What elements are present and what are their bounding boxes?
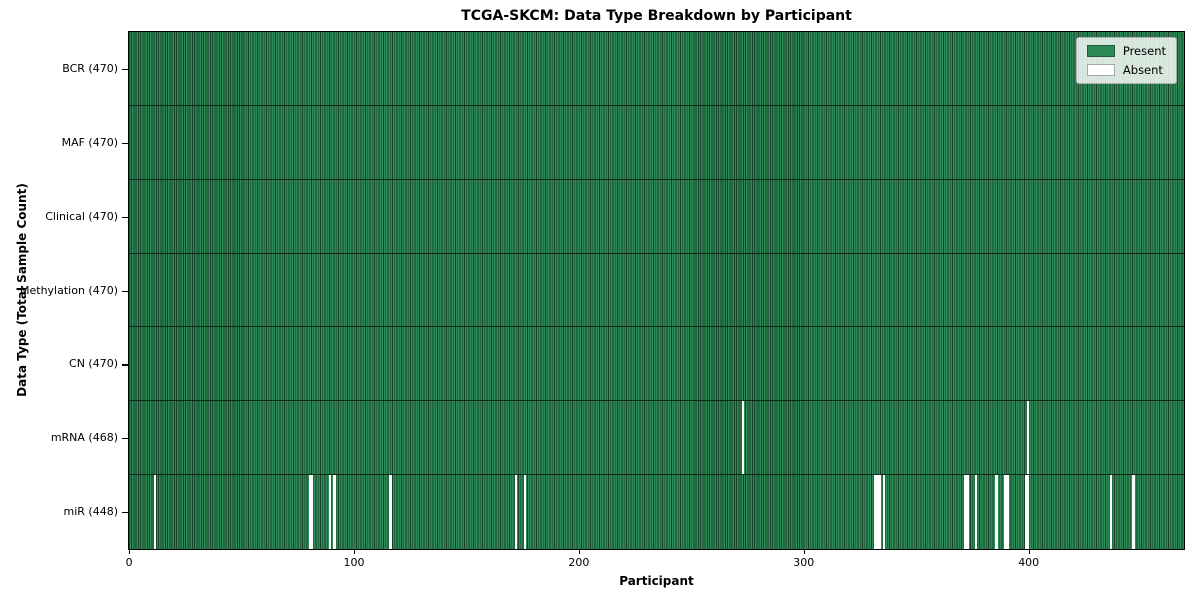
y-tick-mark bbox=[122, 290, 128, 292]
legend: Present Absent bbox=[1075, 37, 1177, 84]
absent-stripe bbox=[995, 475, 998, 549]
x-tick-mark bbox=[578, 550, 581, 554]
x-tick-label: 400 bbox=[1018, 556, 1040, 569]
absent-stripe bbox=[883, 475, 886, 549]
absent-stripe bbox=[389, 475, 392, 549]
present-swatch-icon bbox=[1086, 45, 1115, 57]
heatmap-row-mir bbox=[129, 475, 1184, 549]
plot-area bbox=[128, 31, 1185, 550]
x-tick-mark bbox=[354, 550, 356, 554]
chart-title: TCGA-SKCM: Data Type Breakdown by Partic… bbox=[461, 8, 852, 24]
heatmap-row-clinical bbox=[129, 179, 1184, 254]
absent-stripe bbox=[876, 475, 879, 549]
x-tick-label: 300 bbox=[793, 556, 815, 569]
absent-stripe bbox=[741, 401, 745, 475]
heatmap-row-cn bbox=[129, 327, 1184, 402]
y-tick-label: Methylation (470) bbox=[20, 283, 118, 297]
legend-label-present: Present bbox=[1122, 44, 1166, 58]
y-tick-label: Clinical (470) bbox=[45, 209, 118, 223]
x-tick-label: 100 bbox=[343, 556, 365, 569]
heatmap-row-mrna bbox=[129, 401, 1184, 476]
absent-stripe bbox=[515, 475, 518, 549]
y-tick-label: mRNA (468) bbox=[50, 431, 118, 445]
absent-stripe bbox=[524, 475, 527, 549]
x-tick-label: 0 bbox=[125, 556, 133, 569]
absent-stripe bbox=[878, 475, 881, 549]
y-tick-mark bbox=[122, 364, 128, 366]
absent-stripe bbox=[975, 475, 978, 549]
absent-stripe bbox=[153, 475, 156, 549]
absent-stripe bbox=[874, 475, 877, 549]
absent-stripe bbox=[1004, 475, 1007, 549]
y-tick-mark bbox=[122, 68, 128, 71]
absent-stripe bbox=[1109, 475, 1113, 549]
absent-stripe bbox=[964, 475, 967, 549]
absent-stripe bbox=[1026, 475, 1030, 549]
absent-stripe bbox=[1132, 475, 1135, 549]
absent-stripe bbox=[310, 475, 314, 549]
absent-swatch-icon bbox=[1086, 64, 1115, 76]
y-tick-mark bbox=[122, 438, 128, 440]
y-tick-label: MAF (470) bbox=[61, 135, 118, 149]
heatmap-row-maf bbox=[129, 105, 1184, 180]
heatmap-row-methylation bbox=[129, 253, 1184, 328]
absent-stripe bbox=[333, 475, 336, 549]
legend-item-present: Present bbox=[1086, 44, 1166, 58]
absent-stripe bbox=[1006, 475, 1009, 549]
legend-label-absent: Absent bbox=[1122, 63, 1163, 77]
absent-stripe bbox=[966, 475, 969, 549]
y-tick-mark bbox=[122, 216, 128, 218]
absent-stripe bbox=[1026, 401, 1030, 475]
y-tick-label: miR (448) bbox=[63, 505, 119, 519]
legend-item-absent: Absent bbox=[1086, 63, 1166, 77]
y-tick-label: CN (470) bbox=[69, 357, 118, 371]
heatmap-row-bcr bbox=[129, 32, 1184, 106]
absent-stripe bbox=[328, 475, 331, 549]
y-tick-mark bbox=[122, 512, 128, 514]
x-tick-mark bbox=[129, 550, 131, 554]
y-tick-label: BCR (470) bbox=[62, 61, 118, 75]
x-axis-title: Participant bbox=[619, 574, 694, 588]
x-tick-label: 200 bbox=[568, 556, 590, 569]
x-tick-mark bbox=[1028, 550, 1030, 554]
x-tick-mark bbox=[803, 550, 805, 554]
y-tick-mark bbox=[122, 142, 128, 144]
absent-stripe bbox=[308, 475, 311, 549]
absent-stripe bbox=[1024, 475, 1027, 549]
